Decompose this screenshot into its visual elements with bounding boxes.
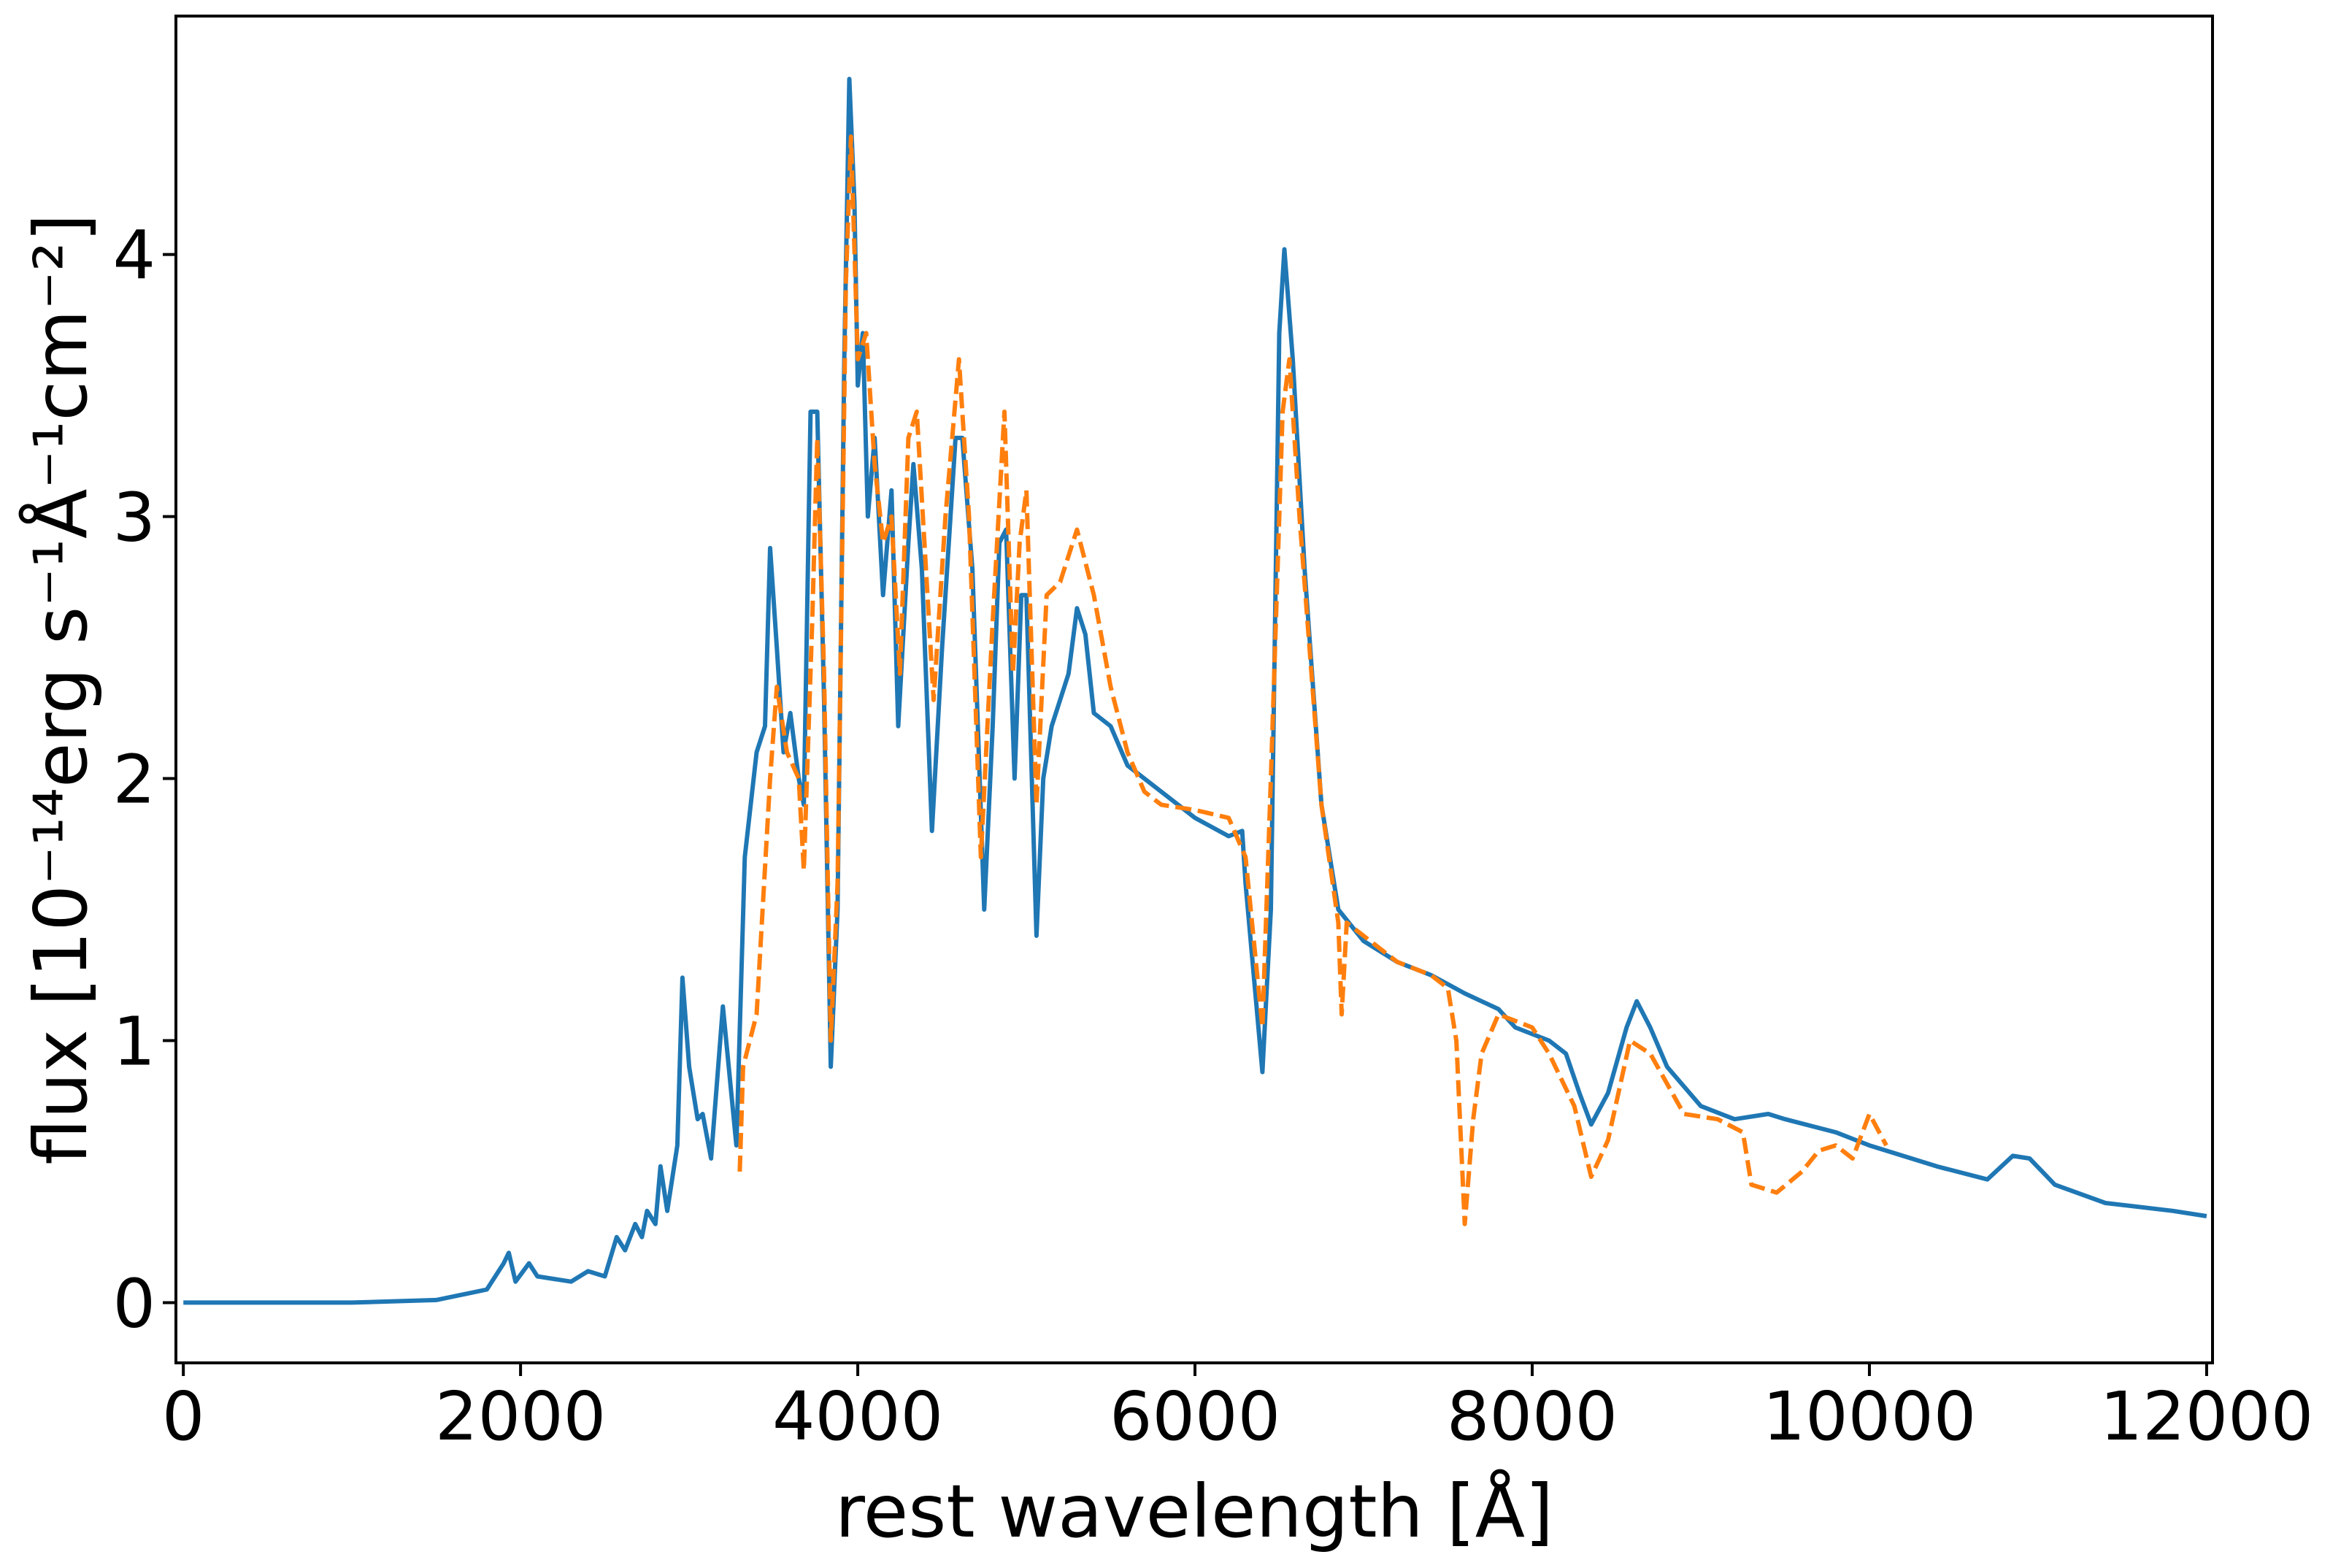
- y-tick-label: 1: [112, 1002, 155, 1080]
- x-tick-label: 10000: [1763, 1377, 1977, 1456]
- y-axis-label: flux [10⁻¹⁴erg s⁻¹Å⁻¹cm⁻²]: [18, 213, 104, 1164]
- x-tick-label: 6000: [1110, 1377, 1280, 1456]
- x-tick-label: 2000: [435, 1377, 606, 1456]
- y-tick-label: 2: [112, 741, 155, 819]
- y-tick-label: 3: [112, 479, 155, 557]
- x-tick-label: 12000: [2100, 1377, 2314, 1456]
- x-tick-label: 8000: [1447, 1377, 1618, 1456]
- series-line: [183, 77, 2207, 1305]
- x-tick-label: 0: [162, 1377, 205, 1456]
- x-tick-label: 4000: [772, 1377, 943, 1456]
- y-tick-label: 0: [112, 1264, 155, 1342]
- y-tick-label: 4: [112, 217, 155, 295]
- plot-frame: [174, 15, 2214, 1364]
- x-axis-label: rest wavelength [Å]: [835, 1468, 1553, 1554]
- series-line: [737, 134, 1888, 1226]
